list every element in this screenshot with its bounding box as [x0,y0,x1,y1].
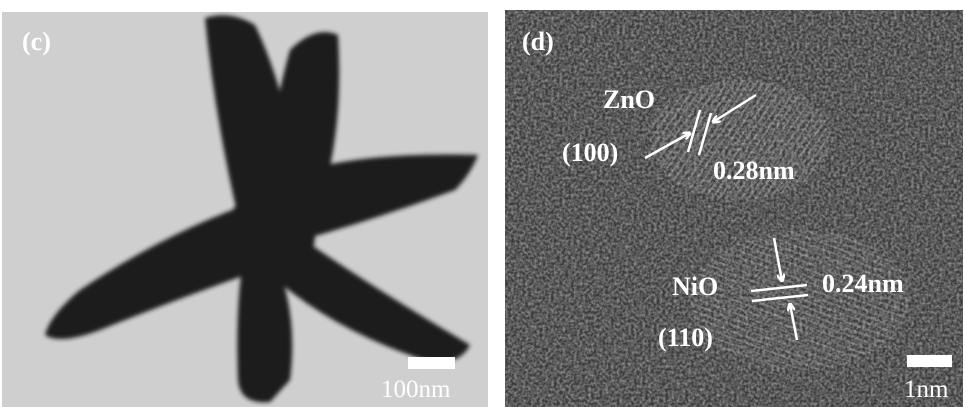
panel-label: (c) [22,27,51,56]
material-label: NiO [672,272,718,301]
scale-bar-label: 100nm [381,376,451,403]
plane-label: (110) [658,323,713,352]
spacing-label: 0.24nm [822,269,904,298]
panel-d: (d) ZnO (100) 0.28nm NiO (110) 0.24nm 1n… [505,10,963,407]
scale-bar-label: 1nm [904,376,949,403]
material-label: ZnO [603,85,655,114]
panel-label: (d) [522,27,554,56]
lattice-fringes [690,230,910,370]
figure: (c) 100nm (d) ZnO (100) 0.28nm NiO (110)… [0,0,965,407]
spacing-label: 0.28nm [713,156,795,185]
page: (c) 100nm (d) ZnO (100) 0.28nm NiO (110)… [0,0,965,407]
scale-bar [408,357,455,369]
scale-bar [907,355,952,367]
plane-label: (100) [562,138,618,167]
panel-c: (c) 100nm [2,12,488,407]
